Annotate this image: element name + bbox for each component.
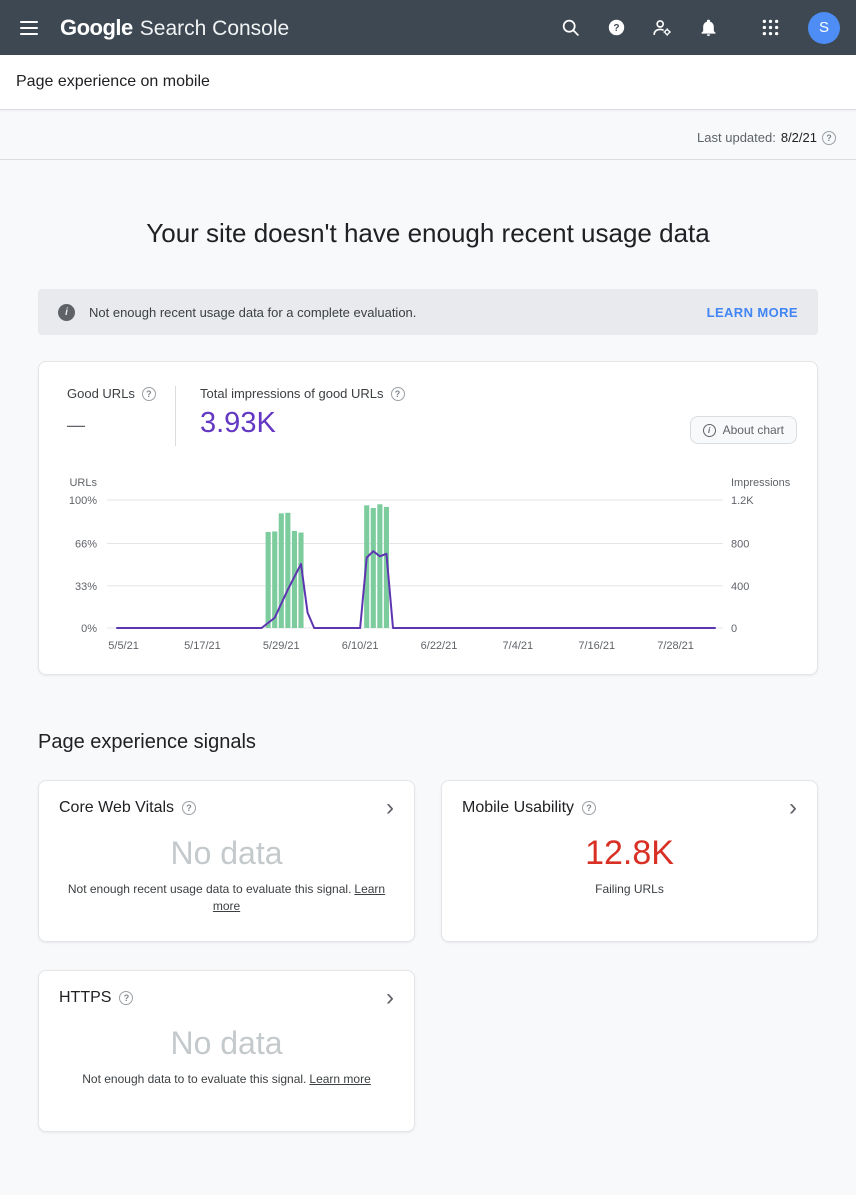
- impressions-metric: Total impressions of good URLs ? 3.93K: [200, 386, 405, 440]
- page-title-bar: Page experience on mobile: [0, 55, 856, 110]
- last-updated-label: Last updated:: [697, 130, 776, 145]
- learn-more-button[interactable]: LEARN MORE: [706, 304, 798, 320]
- svg-text:Impressions: Impressions: [731, 477, 791, 489]
- svg-text:66%: 66%: [75, 539, 97, 551]
- info-icon: i: [58, 303, 75, 321]
- page-title: Page experience on mobile: [16, 73, 210, 90]
- chart-card: Good URLs ? — Total impressions of good …: [38, 361, 818, 675]
- user-settings-icon[interactable]: [650, 16, 674, 40]
- svg-text:0: 0: [731, 623, 737, 635]
- card-title: Mobile Usability: [462, 799, 575, 816]
- notifications-icon[interactable]: [696, 16, 720, 40]
- card-title: Core Web Vitals: [59, 799, 175, 816]
- svg-text:7/16/21: 7/16/21: [578, 640, 615, 652]
- card-caption: Failing URLs: [458, 881, 801, 898]
- svg-text:1.2K: 1.2K: [731, 495, 754, 507]
- help-icon[interactable]: ?: [822, 130, 836, 145]
- card-value: No data: [170, 835, 283, 871]
- masthead-actions: ? S: [558, 11, 840, 44]
- search-icon[interactable]: [558, 16, 582, 40]
- svg-text:?: ?: [613, 23, 619, 34]
- info-icon: i: [702, 423, 716, 437]
- page-headline: Your site doesn't have enough recent usa…: [146, 218, 710, 248]
- svg-text:7/4/21: 7/4/21: [503, 640, 534, 652]
- google-logo: Google: [60, 14, 133, 40]
- card-value: No data: [170, 1025, 283, 1061]
- chart-card-header: Good URLs ? — Total impressions of good …: [59, 386, 797, 446]
- svg-text:5/29/21: 5/29/21: [263, 640, 300, 652]
- avatar[interactable]: S: [808, 11, 840, 44]
- help-icon[interactable]: ?: [390, 386, 405, 401]
- last-updated-row: Last updated: 8/2/21 ?: [0, 110, 856, 160]
- help-icon[interactable]: ?: [141, 386, 156, 401]
- logo[interactable]: Google Search Console: [60, 15, 289, 41]
- svg-text:5/17/21: 5/17/21: [184, 640, 221, 652]
- card-https[interactable]: HTTPS ? › No data Not enough data to to …: [38, 970, 415, 1132]
- good-urls-label: Good URLs: [67, 386, 135, 401]
- avatar-letter: S: [818, 19, 829, 36]
- last-updated-value: 8/2/21: [780, 130, 817, 145]
- vertical-divider: [175, 386, 176, 446]
- card-caption-text: Not enough data to to evaluate this sign…: [82, 1072, 307, 1086]
- about-chart-button[interactable]: i About chart: [689, 416, 797, 444]
- learn-more-link[interactable]: Learn more: [309, 1072, 371, 1086]
- menu-icon[interactable]: [20, 16, 44, 40]
- masthead: Google Search Console ? S: [0, 0, 856, 55]
- good-urls-metric: Good URLs ? —: [59, 386, 167, 436]
- card-caption-text: Not enough recent usage data to evaluate…: [67, 882, 352, 896]
- chevron-right-icon[interactable]: ›: [789, 794, 797, 821]
- card-caption-text: Failing URLs: [595, 882, 664, 896]
- experience-chart-svg: 100% 1.2K 66% 800 33% 400 0% 0 URLs Impressions 5/…: [69, 477, 791, 652]
- svg-text:33%: 33%: [75, 581, 97, 593]
- card-caption: Not enough recent usage data to evaluate…: [55, 881, 398, 916]
- svg-text:100%: 100%: [69, 495, 97, 507]
- help-icon[interactable]: ?: [119, 991, 134, 1005]
- notice-banner: i Not enough recent usage data for a com…: [38, 289, 818, 335]
- about-chart-label: About chart: [722, 423, 784, 437]
- svg-text:URLs: URLs: [69, 477, 97, 489]
- chevron-right-icon[interactable]: ›: [386, 794, 394, 821]
- help-icon[interactable]: ?: [604, 16, 628, 40]
- apps-grid-icon[interactable]: [758, 16, 782, 40]
- svg-text:800: 800: [731, 539, 749, 551]
- card-mobile-usability[interactable]: Mobile Usability ? › 12.8K Failing URLs: [441, 780, 818, 942]
- card-value: 12.8K: [585, 834, 674, 872]
- svg-text:400: 400: [731, 581, 749, 593]
- signals-heading: Page experience signals: [38, 731, 256, 753]
- signal-cards: Core Web Vitals ? › No data Not enough r…: [38, 780, 818, 1132]
- card-core-web-vitals[interactable]: Core Web Vitals ? › No data Not enough r…: [38, 780, 415, 942]
- svg-text:6/10/21: 6/10/21: [342, 640, 379, 652]
- help-icon[interactable]: ?: [582, 801, 597, 815]
- impressions-label: Total impressions of good URLs: [200, 386, 384, 401]
- impressions-value: 3.93K: [200, 407, 276, 439]
- svg-text:7/28/21: 7/28/21: [657, 640, 694, 652]
- learn-more-link[interactable]: Learn more: [212, 882, 386, 914]
- card-title: HTTPS: [59, 989, 112, 1006]
- banner-message: Not enough recent usage data for a compl…: [89, 304, 417, 320]
- svg-text:6/22/21: 6/22/21: [421, 640, 458, 652]
- good-urls-value: —: [67, 415, 85, 435]
- product-name: Search Console: [139, 16, 290, 40]
- help-icon[interactable]: ?: [182, 801, 197, 815]
- chevron-right-icon[interactable]: ›: [386, 984, 394, 1011]
- svg-text:5/5/21: 5/5/21: [108, 640, 139, 652]
- svg-text:0%: 0%: [81, 623, 97, 635]
- card-caption: Not enough data to to evaluate this sign…: [55, 1071, 398, 1088]
